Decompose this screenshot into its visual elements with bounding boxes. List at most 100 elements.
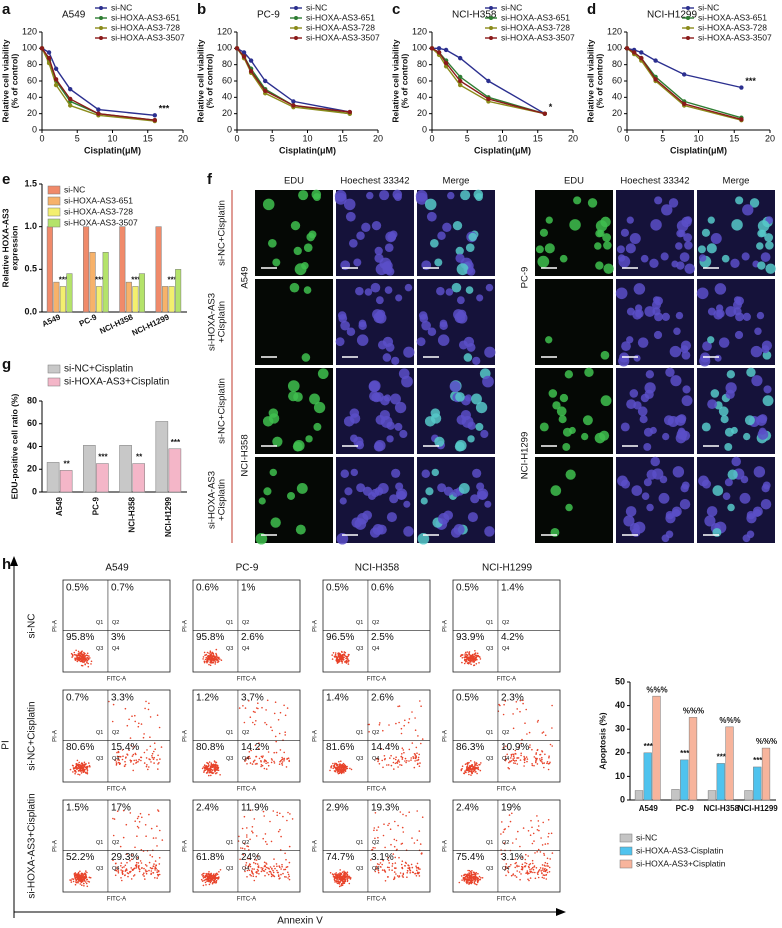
event-dot: [332, 767, 335, 770]
event-dot: [262, 869, 265, 872]
event-dot: [244, 707, 247, 709]
quadrant-name: Q3: [356, 646, 363, 652]
event-dot: [243, 721, 246, 724]
treatment-label: si-NC+Cisplatin: [217, 200, 228, 266]
event-dot: [284, 868, 287, 871]
event-dot: [416, 839, 419, 841]
event-dot: [466, 651, 469, 653]
event-dot: [112, 817, 114, 820]
event-dot: [467, 869, 469, 872]
bar: [643, 752, 652, 801]
event-dot: [126, 853, 128, 855]
event-dot: [543, 870, 545, 872]
event-dot: [541, 762, 544, 765]
event-dot: [334, 881, 336, 883]
legend-label: si-HOXA-AS3-3507: [64, 217, 138, 227]
event-dot: [511, 812, 513, 815]
event-dot: [340, 656, 343, 659]
bar: [102, 252, 109, 313]
event-dot: [468, 766, 471, 768]
event-dot: [479, 878, 482, 881]
event-dot: [82, 657, 85, 660]
event-dot: [143, 733, 145, 735]
event-dot: [204, 658, 207, 661]
event-dot: [265, 768, 268, 770]
annotation: ***: [131, 276, 141, 285]
event-dot: [330, 766, 332, 769]
event-dot: [212, 655, 214, 658]
event-dot: [210, 655, 212, 657]
chart-title: PC-9: [257, 10, 280, 21]
y-tick-label: 0: [32, 124, 37, 134]
y-tick-label: 40: [27, 441, 37, 451]
event-dot: [347, 659, 350, 662]
event-dot: [239, 858, 241, 861]
event-dot: [85, 881, 87, 883]
y-tick-label: 0.5: [24, 264, 37, 274]
nucleus: [632, 309, 643, 320]
bar: [96, 286, 103, 313]
event-dot: [543, 854, 546, 856]
event-dot: [541, 732, 544, 734]
event-dot: [251, 763, 254, 765]
nucleus: [763, 385, 772, 394]
event-dot: [115, 764, 118, 766]
point: [443, 47, 449, 53]
quadrant-name: Q1: [486, 730, 493, 736]
bar: [652, 695, 661, 801]
event-dot: [478, 662, 480, 664]
legend-swatch: [47, 207, 61, 217]
event-dot: [519, 710, 521, 713]
event-dot: [533, 866, 535, 868]
event-dot: [271, 729, 274, 732]
event-dot: [464, 651, 467, 654]
event-dot: [472, 770, 475, 773]
event-dot: [530, 868, 533, 870]
event-dot: [418, 830, 421, 832]
event-dot: [503, 859, 505, 861]
event-dot: [153, 863, 155, 865]
x-tick-label: 20: [765, 133, 775, 143]
event-dot: [340, 875, 343, 878]
event-dot: [260, 870, 263, 873]
nucleus: [730, 258, 740, 268]
event-dot: [72, 771, 74, 773]
quadrant-percent: 0.5%: [456, 693, 479, 704]
event-dot: [398, 875, 401, 877]
legend-swatch: [99, 36, 103, 40]
quadrant-percent: 11.9%: [241, 803, 269, 814]
bar: [725, 726, 734, 801]
event-dot: [464, 653, 466, 655]
column-header: Hoechest 33342: [620, 176, 689, 187]
event-dot: [341, 662, 344, 664]
event-dot: [129, 737, 132, 739]
event-dot: [475, 878, 477, 880]
event-dot: [205, 872, 207, 875]
event-dot: [283, 751, 286, 754]
event-dot: [76, 768, 78, 770]
event-dot: [510, 757, 512, 759]
quadrant-name: Q1: [356, 730, 363, 736]
event-dot: [338, 766, 341, 769]
event-dot: [340, 764, 343, 767]
event-dot: [86, 871, 88, 874]
bar: [753, 766, 762, 801]
event-dot: [117, 872, 120, 874]
event-dot: [116, 751, 118, 754]
event-dot: [135, 867, 137, 869]
nucleus: [544, 243, 555, 254]
event-dot: [504, 755, 507, 758]
event-dot: [157, 763, 159, 765]
quadrant-percent: 0.7%: [66, 693, 89, 704]
nucleus: [626, 307, 635, 316]
bar: [59, 470, 73, 493]
quadrant-percent: 2.6%: [241, 632, 264, 643]
quadrant-name: Q2: [502, 620, 509, 626]
nucleus: [568, 426, 576, 434]
event-dot: [264, 759, 266, 761]
cell-line-label: NCI-H1299: [520, 432, 531, 480]
event-dot: [144, 864, 147, 866]
event-dot: [80, 881, 83, 884]
event-dot: [405, 815, 407, 817]
event-dot: [138, 867, 140, 870]
